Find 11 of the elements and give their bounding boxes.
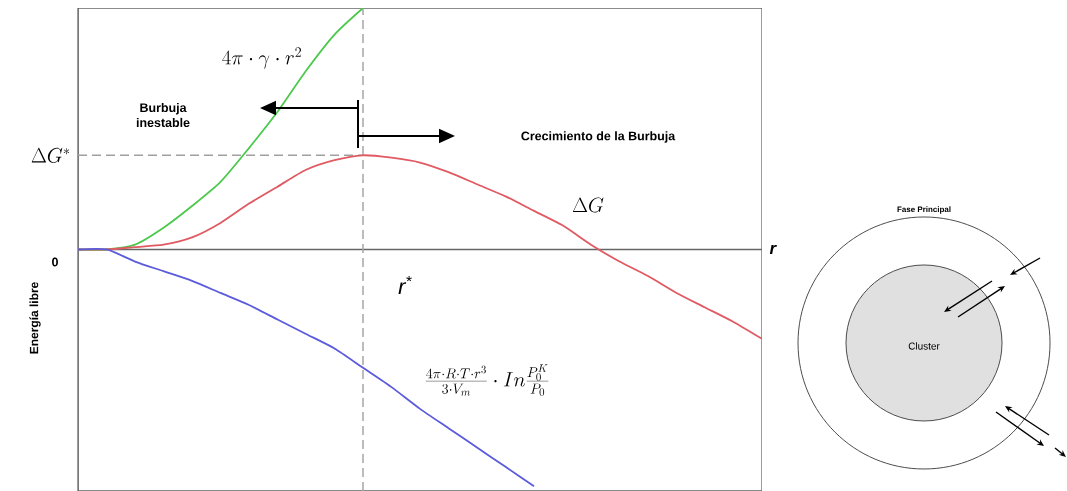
series-label: $\frac{4\pi\cdot R\cdot T\cdot r^{3}}{3\cdot V_{m}}\cdot In\frac{P_{0}^{K}}{P_{0}}$ xyxy=(425,364,549,396)
text: Cluster xyxy=(908,342,940,350)
annotation: r$^{*}$ xyxy=(398,275,412,295)
text: 0 xyxy=(52,257,58,267)
annotation: Burbuja inestable xyxy=(136,102,190,128)
annotation: Crecimiento de la Burbuja xyxy=(521,131,676,143)
x-axis-title: r xyxy=(769,244,777,255)
y-axis-title: Energía libre xyxy=(29,282,41,354)
series-label: $\Delta G$ xyxy=(572,197,604,213)
ref-line-label: $\Delta G^{*}$ xyxy=(31,147,70,163)
series-label: $4\pi\cdot\gamma\cdot r^{2}$ xyxy=(222,47,301,69)
